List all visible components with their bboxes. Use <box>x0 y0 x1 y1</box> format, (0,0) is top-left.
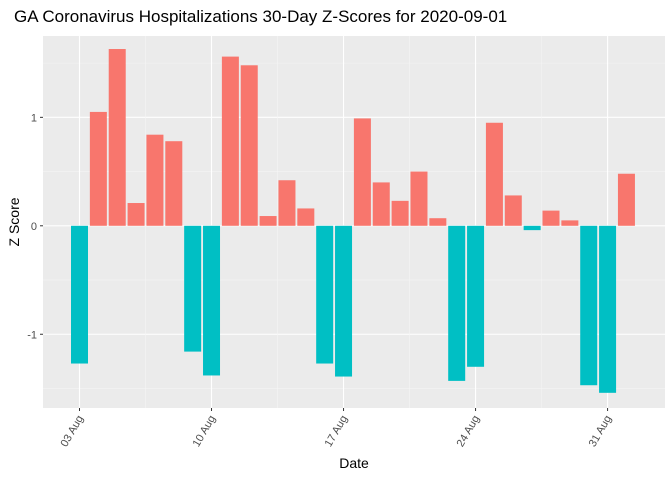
x-axis: 03 Aug 10 Aug 17 Aug 24 Aug 31 Aug <box>59 408 615 450</box>
bar-2020-08-23 <box>448 225 466 381</box>
y-axis: -1 0 1 <box>27 112 43 341</box>
bar-2020-08-14 <box>278 180 296 226</box>
bar-2020-08-31 <box>599 225 617 393</box>
bar-2020-08-20 <box>391 200 409 226</box>
bar-2020-08-10 <box>203 225 221 376</box>
chart-title: GA Coronavirus Hospitalizations 30-Day Z… <box>14 7 507 26</box>
y-tick-label: 0 <box>31 221 37 233</box>
bar-2020-08-30 <box>580 225 598 386</box>
bar-2020-08-27 <box>523 225 541 231</box>
bar-2020-08-03 <box>71 225 88 364</box>
bar-2020-08-16 <box>316 225 334 364</box>
bar-2020-08-28 <box>542 210 560 226</box>
y-axis-title: Z Score <box>6 197 22 246</box>
bar-2020-08-12 <box>240 65 258 226</box>
bar-2020-08-07 <box>146 134 164 226</box>
bar-2020-09-01 <box>617 173 635 226</box>
x-tick-label: 17 Aug <box>323 414 351 450</box>
x-tick-label: 10 Aug <box>191 414 219 450</box>
bar-2020-08-08 <box>165 141 183 226</box>
bar-2020-08-09 <box>184 225 202 352</box>
bar-2020-08-22 <box>429 218 447 226</box>
bar-2020-08-19 <box>372 182 390 226</box>
bar-2020-08-17 <box>335 225 353 377</box>
x-axis-title: Date <box>339 455 369 471</box>
y-tick-label: 1 <box>31 112 37 124</box>
bars <box>71 49 635 393</box>
bar-2020-08-05 <box>108 49 126 226</box>
bar-2020-08-25 <box>485 122 503 226</box>
bar-2020-08-18 <box>353 118 371 226</box>
x-tick-label: 31 Aug <box>587 414 615 450</box>
bar-2020-08-26 <box>504 195 522 226</box>
bar-2020-08-11 <box>221 56 239 226</box>
bar-2020-08-21 <box>410 171 428 226</box>
bar-2020-08-24 <box>467 225 485 367</box>
bar-2020-08-29 <box>561 220 579 226</box>
bar-2020-08-13 <box>259 216 277 226</box>
x-tick-label: 24 Aug <box>455 414 483 450</box>
x-tick-label: 03 Aug <box>59 414 87 450</box>
bar-2020-08-04 <box>89 111 107 226</box>
bar-2020-08-06 <box>127 203 145 226</box>
y-tick-label: -1 <box>27 329 37 341</box>
bar-2020-08-15 <box>297 208 315 226</box>
